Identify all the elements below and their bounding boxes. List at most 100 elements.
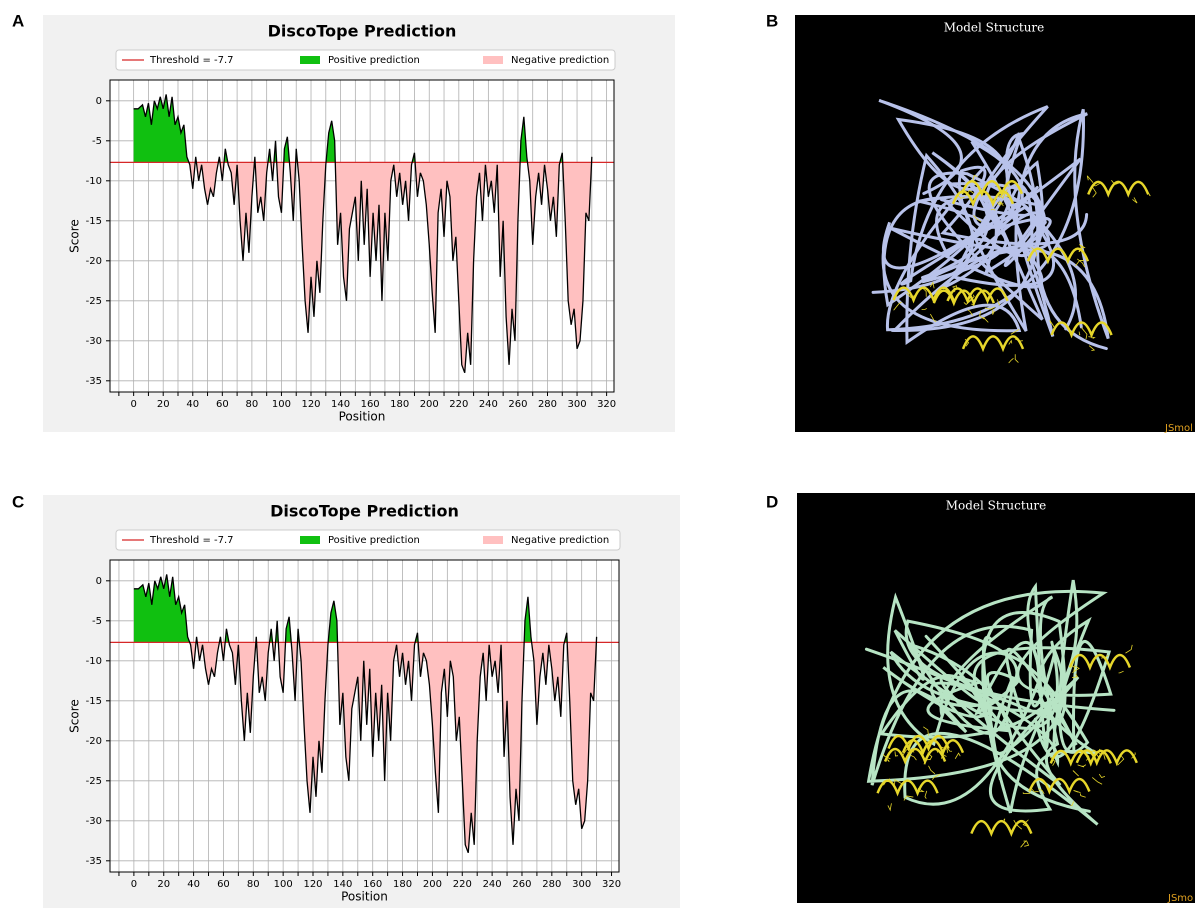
backbone bbox=[903, 595, 1116, 826]
x-tick-label: 80 bbox=[247, 879, 260, 890]
side-chain bbox=[1118, 670, 1124, 674]
legend-label: Negative prediction bbox=[511, 55, 609, 66]
side-chain bbox=[966, 294, 975, 303]
side-chain bbox=[1022, 819, 1027, 823]
x-tick-label: 320 bbox=[597, 399, 616, 410]
side-chain bbox=[1077, 258, 1086, 268]
legend: Threshold = -7.7 Positive prediction Negat… bbox=[115, 49, 616, 71]
negative-area bbox=[335, 162, 413, 301]
side-chain bbox=[1147, 191, 1151, 197]
negative-area bbox=[418, 642, 525, 853]
backbone bbox=[879, 579, 1090, 780]
side-chain bbox=[1020, 840, 1027, 848]
x-axis-label: Position bbox=[339, 410, 386, 424]
legend-label: Negative prediction bbox=[511, 535, 609, 546]
helix bbox=[961, 335, 1025, 353]
backbone bbox=[864, 616, 1097, 813]
side-chain bbox=[1008, 339, 1013, 345]
side-chain bbox=[1014, 338, 1023, 342]
side-chain bbox=[887, 803, 892, 812]
y-tick-label: -10 bbox=[86, 176, 102, 187]
panel-label: D bbox=[766, 492, 778, 511]
chart: DiscoTope Prediction Position Score 0 -5 -10 -… bbox=[43, 15, 675, 432]
side-chain bbox=[1125, 644, 1133, 654]
y-tick-label: -10 bbox=[86, 656, 102, 667]
side-chain bbox=[1049, 320, 1055, 328]
side-chain bbox=[1098, 773, 1106, 778]
side-chain bbox=[1092, 777, 1103, 785]
y-tick-label: -25 bbox=[86, 296, 102, 307]
x-tick-label: 40 bbox=[187, 879, 200, 890]
x-tick-label: 200 bbox=[420, 399, 439, 410]
side-chain bbox=[1022, 819, 1029, 827]
y-tick-label: -20 bbox=[86, 736, 102, 747]
side-chain bbox=[1013, 819, 1023, 830]
side-chain bbox=[971, 303, 974, 306]
legend-label: Threshold = -7.7 bbox=[149, 55, 234, 66]
side-chain bbox=[1111, 180, 1119, 185]
panel-label: A bbox=[12, 11, 24, 30]
y-tick-label: -30 bbox=[86, 336, 102, 347]
side-chain bbox=[998, 189, 1008, 198]
positive-area bbox=[520, 116, 528, 163]
side-chain bbox=[1014, 354, 1019, 363]
side-chain bbox=[923, 759, 931, 765]
side-chain bbox=[1070, 801, 1074, 806]
side-chain bbox=[964, 338, 970, 347]
x-tick-label: 120 bbox=[301, 399, 320, 410]
x-tick-label: 300 bbox=[568, 399, 587, 410]
legend-swatch bbox=[483, 536, 503, 544]
plot-area bbox=[110, 80, 614, 392]
helix bbox=[946, 287, 1009, 305]
legend-label: Threshold = -7.7 bbox=[149, 535, 234, 546]
negative-area bbox=[255, 162, 268, 221]
legend-label: Positive prediction bbox=[328, 535, 420, 546]
x-tick-label: 280 bbox=[542, 879, 561, 890]
side-chain bbox=[984, 306, 996, 310]
side-chain bbox=[907, 753, 917, 761]
side-chain bbox=[957, 195, 965, 199]
side-chain bbox=[929, 313, 937, 322]
y-tick-label: -35 bbox=[86, 856, 102, 867]
positive-area bbox=[285, 616, 292, 643]
side-chain bbox=[882, 754, 891, 760]
x-tick-label: 300 bbox=[572, 879, 591, 890]
side-chain bbox=[1078, 331, 1081, 336]
side-chain bbox=[1091, 186, 1097, 198]
helix bbox=[932, 289, 996, 307]
side-chain bbox=[923, 726, 929, 736]
helix bbox=[1068, 653, 1132, 671]
side-chain bbox=[1079, 244, 1086, 249]
side-chain bbox=[1010, 329, 1020, 335]
side-chain bbox=[1088, 345, 1096, 352]
positive-area bbox=[283, 136, 290, 163]
helix bbox=[1050, 321, 1113, 339]
x-tick-label: 260 bbox=[508, 399, 527, 410]
positive-area bbox=[133, 94, 189, 163]
side-chain bbox=[893, 301, 902, 311]
side-chain bbox=[998, 201, 1004, 207]
chart-title: DiscoTope Prediction bbox=[270, 502, 459, 521]
backbone bbox=[882, 646, 1112, 813]
x-tick-label: 20 bbox=[157, 399, 170, 410]
side-chain bbox=[1072, 665, 1080, 673]
side-chain bbox=[1081, 764, 1087, 767]
backbone bbox=[882, 117, 1083, 332]
positive-area bbox=[133, 574, 190, 643]
side-chain bbox=[1083, 330, 1088, 340]
x-tick-label: 240 bbox=[479, 399, 498, 410]
molecule bbox=[871, 98, 1151, 364]
x-tick-label: 180 bbox=[393, 879, 412, 890]
side-chain bbox=[940, 746, 948, 753]
negative-area bbox=[531, 642, 565, 725]
side-chain bbox=[1100, 654, 1109, 659]
y-axis-label: Score bbox=[68, 699, 82, 733]
x-tick-label: 40 bbox=[186, 399, 199, 410]
backbone bbox=[871, 98, 1082, 346]
negative-area bbox=[415, 162, 521, 373]
y-tick-label: -15 bbox=[86, 696, 102, 707]
x-tick-label: 80 bbox=[246, 399, 259, 410]
x-tick-label: 220 bbox=[449, 399, 468, 410]
x-tick-label: 180 bbox=[390, 399, 409, 410]
side-chain bbox=[927, 752, 933, 761]
